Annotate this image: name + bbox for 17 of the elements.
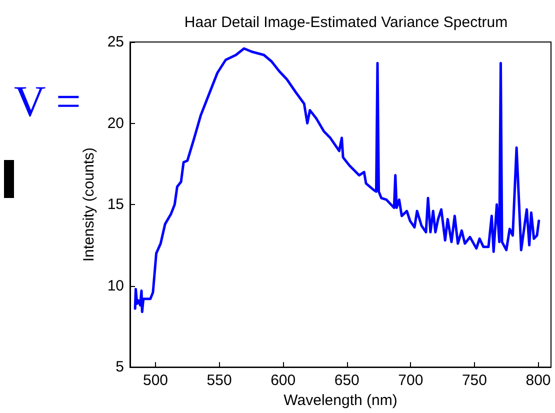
text: V = — [14, 76, 81, 127]
x-tick-label: 600 — [270, 372, 296, 390]
y-tick-label: 20 — [107, 114, 124, 132]
y-axis-title: Intensity (counts) — [80, 147, 98, 262]
y-tick-label: 10 — [107, 277, 124, 294]
x-tick-label: 750 — [462, 372, 487, 390]
x-tick-label: 650 — [334, 372, 360, 390]
y-tick-label: 15 — [107, 196, 124, 214]
x-tick-label: 550 — [206, 372, 232, 390]
x-axis-title: Wavelength (nm) — [284, 392, 398, 409]
chart-title: Haar Detail Image-Estimated Variance Spectrum — [184, 14, 508, 31]
y-tick-label: 5 — [116, 358, 124, 376]
x-tick-label: 700 — [398, 372, 424, 390]
y-tick-label: 25 — [107, 34, 124, 50]
x-tick-label: 800 — [526, 372, 551, 390]
line-series — [134, 47, 540, 314]
x-tick-label: 500 — [143, 372, 168, 390]
